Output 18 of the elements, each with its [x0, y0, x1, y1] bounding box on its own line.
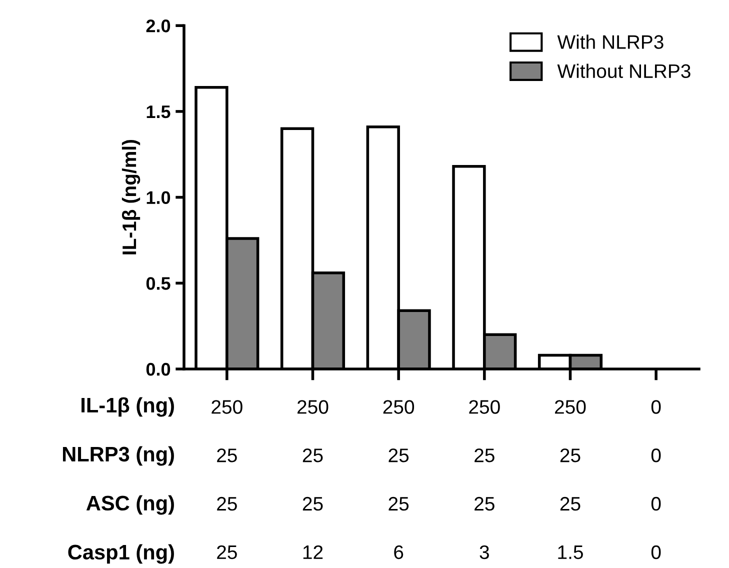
- category-label: 250 25 25 12: [298, 400, 328, 559]
- text: NLRP3 (ng): [62, 446, 174, 466]
- y-tick-label: 2.0: [146, 20, 170, 32]
- text: IL-1β (ng): [82, 397, 174, 417]
- category-label: 0 0 0 0: [651, 400, 661, 560]
- y-tick-label: 1.0: [146, 191, 170, 204]
- text: ASC (ng): [86, 495, 174, 515]
- category-label: 250 25 25 25: [212, 400, 242, 560]
- category-label: 250 25 25 1.5: [555, 400, 586, 560]
- category-label: 250 25 25 3: [469, 400, 500, 560]
- text: Casp1 (ng): [68, 544, 174, 564]
- y-axis-title: IL-1β (ng/ml): [122, 140, 140, 254]
- legend-label: With NLRP3: [557, 34, 664, 49]
- y-tick-label: 1.5: [146, 106, 170, 118]
- y-tick-label: 0.0: [146, 362, 170, 376]
- category-label: 250 25 25 6: [383, 400, 414, 560]
- y-tick-label: 0.5: [146, 277, 170, 290]
- legend-label: Without NLRP3: [557, 64, 690, 78]
